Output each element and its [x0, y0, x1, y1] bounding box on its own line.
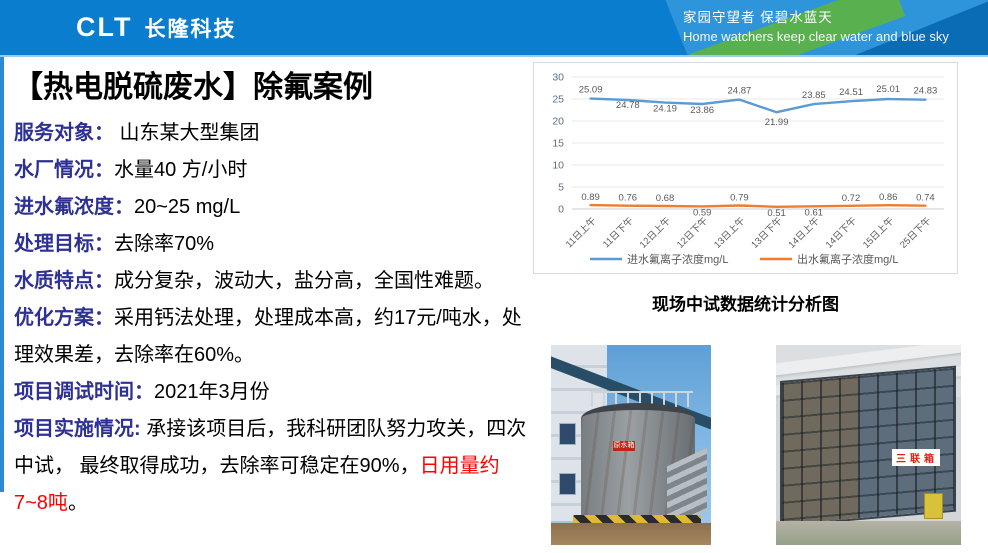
svg-text:10: 10 [552, 160, 564, 172]
svg-text:5: 5 [558, 182, 564, 194]
info-item-label: 处理目标： [14, 233, 114, 255]
info-item: 优化方案：采用钙法处理，处理成本高，约17元/吨水，处理效果差，去除率在60%。 [14, 300, 530, 374]
header-tagline: 家园守望者 保碧水蓝天 Home watchers keep clear wat… [683, 8, 949, 46]
svg-text:0.68: 0.68 [656, 193, 675, 204]
page-title: 【热电脱硫废水】除氟案例 [13, 71, 373, 104]
svg-text:0.59: 0.59 [693, 207, 712, 218]
info-item: 项目实施情况: 承接该项目后，我科研团队努力攻关，四次中试， 最终取得成功，去除… [14, 411, 530, 522]
info-item-label: 服务对象： [14, 122, 114, 144]
svg-text:23.85: 23.85 [802, 90, 826, 101]
photo1-red-sign: 原水箱 [613, 441, 635, 451]
info-item: 处理目标：去除率70% [14, 226, 530, 263]
svg-text:12日下午: 12日下午 [674, 215, 710, 251]
info-item-label: 项目实施情况: [14, 418, 141, 440]
svg-text:0.74: 0.74 [916, 193, 935, 204]
svg-text:13日下午: 13日下午 [749, 215, 785, 251]
svg-text:20: 20 [552, 116, 564, 128]
chart-caption: 现场中试数据统计分析图 [652, 295, 839, 314]
photo1-window [559, 473, 576, 495]
svg-text:出水氟离子浓度mg/L: 出水氟离子浓度mg/L [797, 252, 898, 266]
info-item-highlight: 日用量约7~8吨 [14, 455, 500, 514]
svg-text:23.86: 23.86 [690, 105, 714, 116]
info-item: 项目调试时间：2021年3月份 [14, 374, 530, 411]
svg-text:11日上午: 11日上午 [563, 215, 599, 251]
info-item-label: 水厂情况： [14, 159, 114, 181]
info-item-text: 成分复杂，波动大，盐分高，全国性难题。 [114, 270, 494, 292]
svg-text:25日下午: 25日下午 [897, 215, 933, 251]
info-item: 服务对象： 山东某大型集团 [14, 115, 530, 152]
svg-text:15: 15 [552, 138, 564, 150]
svg-text:12日上午: 12日上午 [637, 215, 673, 251]
info-item: 水质特点：成分复杂，波动大，盐分高，全国性难题。 [14, 263, 530, 300]
svg-text:0.76: 0.76 [619, 193, 638, 204]
svg-text:25.09: 25.09 [579, 85, 603, 96]
svg-text:25.01: 25.01 [876, 84, 900, 95]
left-accent-stripe [0, 57, 4, 492]
info-item-label: 进水氟浓度： [14, 196, 134, 218]
svg-text:24.83: 24.83 [914, 86, 938, 97]
info-item-label: 水质特点： [14, 270, 114, 292]
svg-text:0.61: 0.61 [805, 207, 824, 218]
svg-text:14日上午: 14日上午 [786, 215, 822, 251]
svg-text:0.86: 0.86 [879, 192, 898, 203]
info-item-text: 20~25 mg/L [134, 196, 241, 218]
svg-text:24.87: 24.87 [728, 86, 752, 97]
svg-text:13日上午: 13日上午 [711, 215, 747, 251]
tagline-chinese: 家园守望者 保碧水蓝天 [683, 10, 833, 25]
logo-company-name: 长隆科技 [144, 17, 237, 41]
tagline-english: Home watchers keep clear water and blue … [683, 28, 949, 44]
info-item-text: 采用钙法处理，处理成本高，约17元/吨水，处理效果差，去除率在60%。 [14, 307, 522, 366]
photo2-yellow-sign [924, 493, 943, 519]
svg-text:30: 30 [552, 72, 564, 84]
pilot-data-chart: 0 5 10 15 20 25 30 11日上午 11日下午 12日上午 12日下午 13日上午 13日… [533, 62, 958, 274]
info-item-text: 2021年3月份 [154, 381, 270, 403]
svg-text:25: 25 [552, 94, 564, 106]
svg-text:21.99: 21.99 [765, 117, 789, 128]
info-item: 水厂情况：水量40 方/小时 [14, 152, 530, 189]
svg-text:24.19: 24.19 [653, 104, 677, 115]
info-item-label: 优化方案： [14, 307, 114, 329]
photo1-window [559, 423, 576, 445]
svg-text:11日下午: 11日下午 [600, 215, 636, 251]
info-item: 进水氟浓度：20~25 mg/L [14, 189, 530, 226]
info-item-text: 山东某大型集团 [114, 122, 260, 144]
photo2-red-sign: 三联箱 [892, 449, 940, 466]
svg-text:0.72: 0.72 [842, 193, 861, 204]
svg-text:14日下午: 14日下午 [823, 215, 859, 251]
svg-text:15日上午: 15日上午 [860, 215, 896, 251]
company-logo: CLT 长隆科技 [76, 0, 236, 55]
svg-text:24.78: 24.78 [616, 100, 640, 111]
line-chart: 0 5 10 15 20 25 30 11日上午 11日下午 12日上午 12日下午 13日上午 13日… [534, 63, 957, 273]
logo-clt-icon: CLT [76, 12, 133, 42]
photo-raw-water-tank: 原水箱 [551, 345, 711, 545]
info-item-label: 项目调试时间： [14, 381, 154, 403]
info-list: 服务对象： 山东某大型集团 水厂情况：水量40 方/小时 进水氟浓度：20~25 m… [14, 115, 530, 522]
svg-text:0.89: 0.89 [581, 192, 600, 203]
svg-text:0.79: 0.79 [730, 193, 749, 204]
info-item-text: 承接该项目后，我科研团队努力攻关，四次中试， 最终取得成功，去除率可稳定在90%… [14, 418, 527, 477]
info-item-text: 水量40 方/小时 [114, 159, 248, 181]
photo1-ground [551, 523, 711, 545]
photo2-floor [776, 521, 961, 545]
svg-text:24.51: 24.51 [839, 87, 863, 98]
info-item-text: 去除率70% [114, 233, 215, 255]
svg-text:进水氟离子浓度mg/L: 进水氟离子浓度mg/L [627, 252, 728, 266]
photo-triple-tank: 三联箱 [776, 345, 961, 545]
svg-text:0: 0 [558, 204, 564, 216]
svg-text:0.51: 0.51 [767, 208, 786, 219]
photo1-railing [591, 391, 693, 407]
info-item-suffix: 。 [67, 492, 88, 514]
header-bar: CLT 长隆科技 家园守望者 保碧水蓝天 Home watchers keep … [0, 0, 988, 57]
